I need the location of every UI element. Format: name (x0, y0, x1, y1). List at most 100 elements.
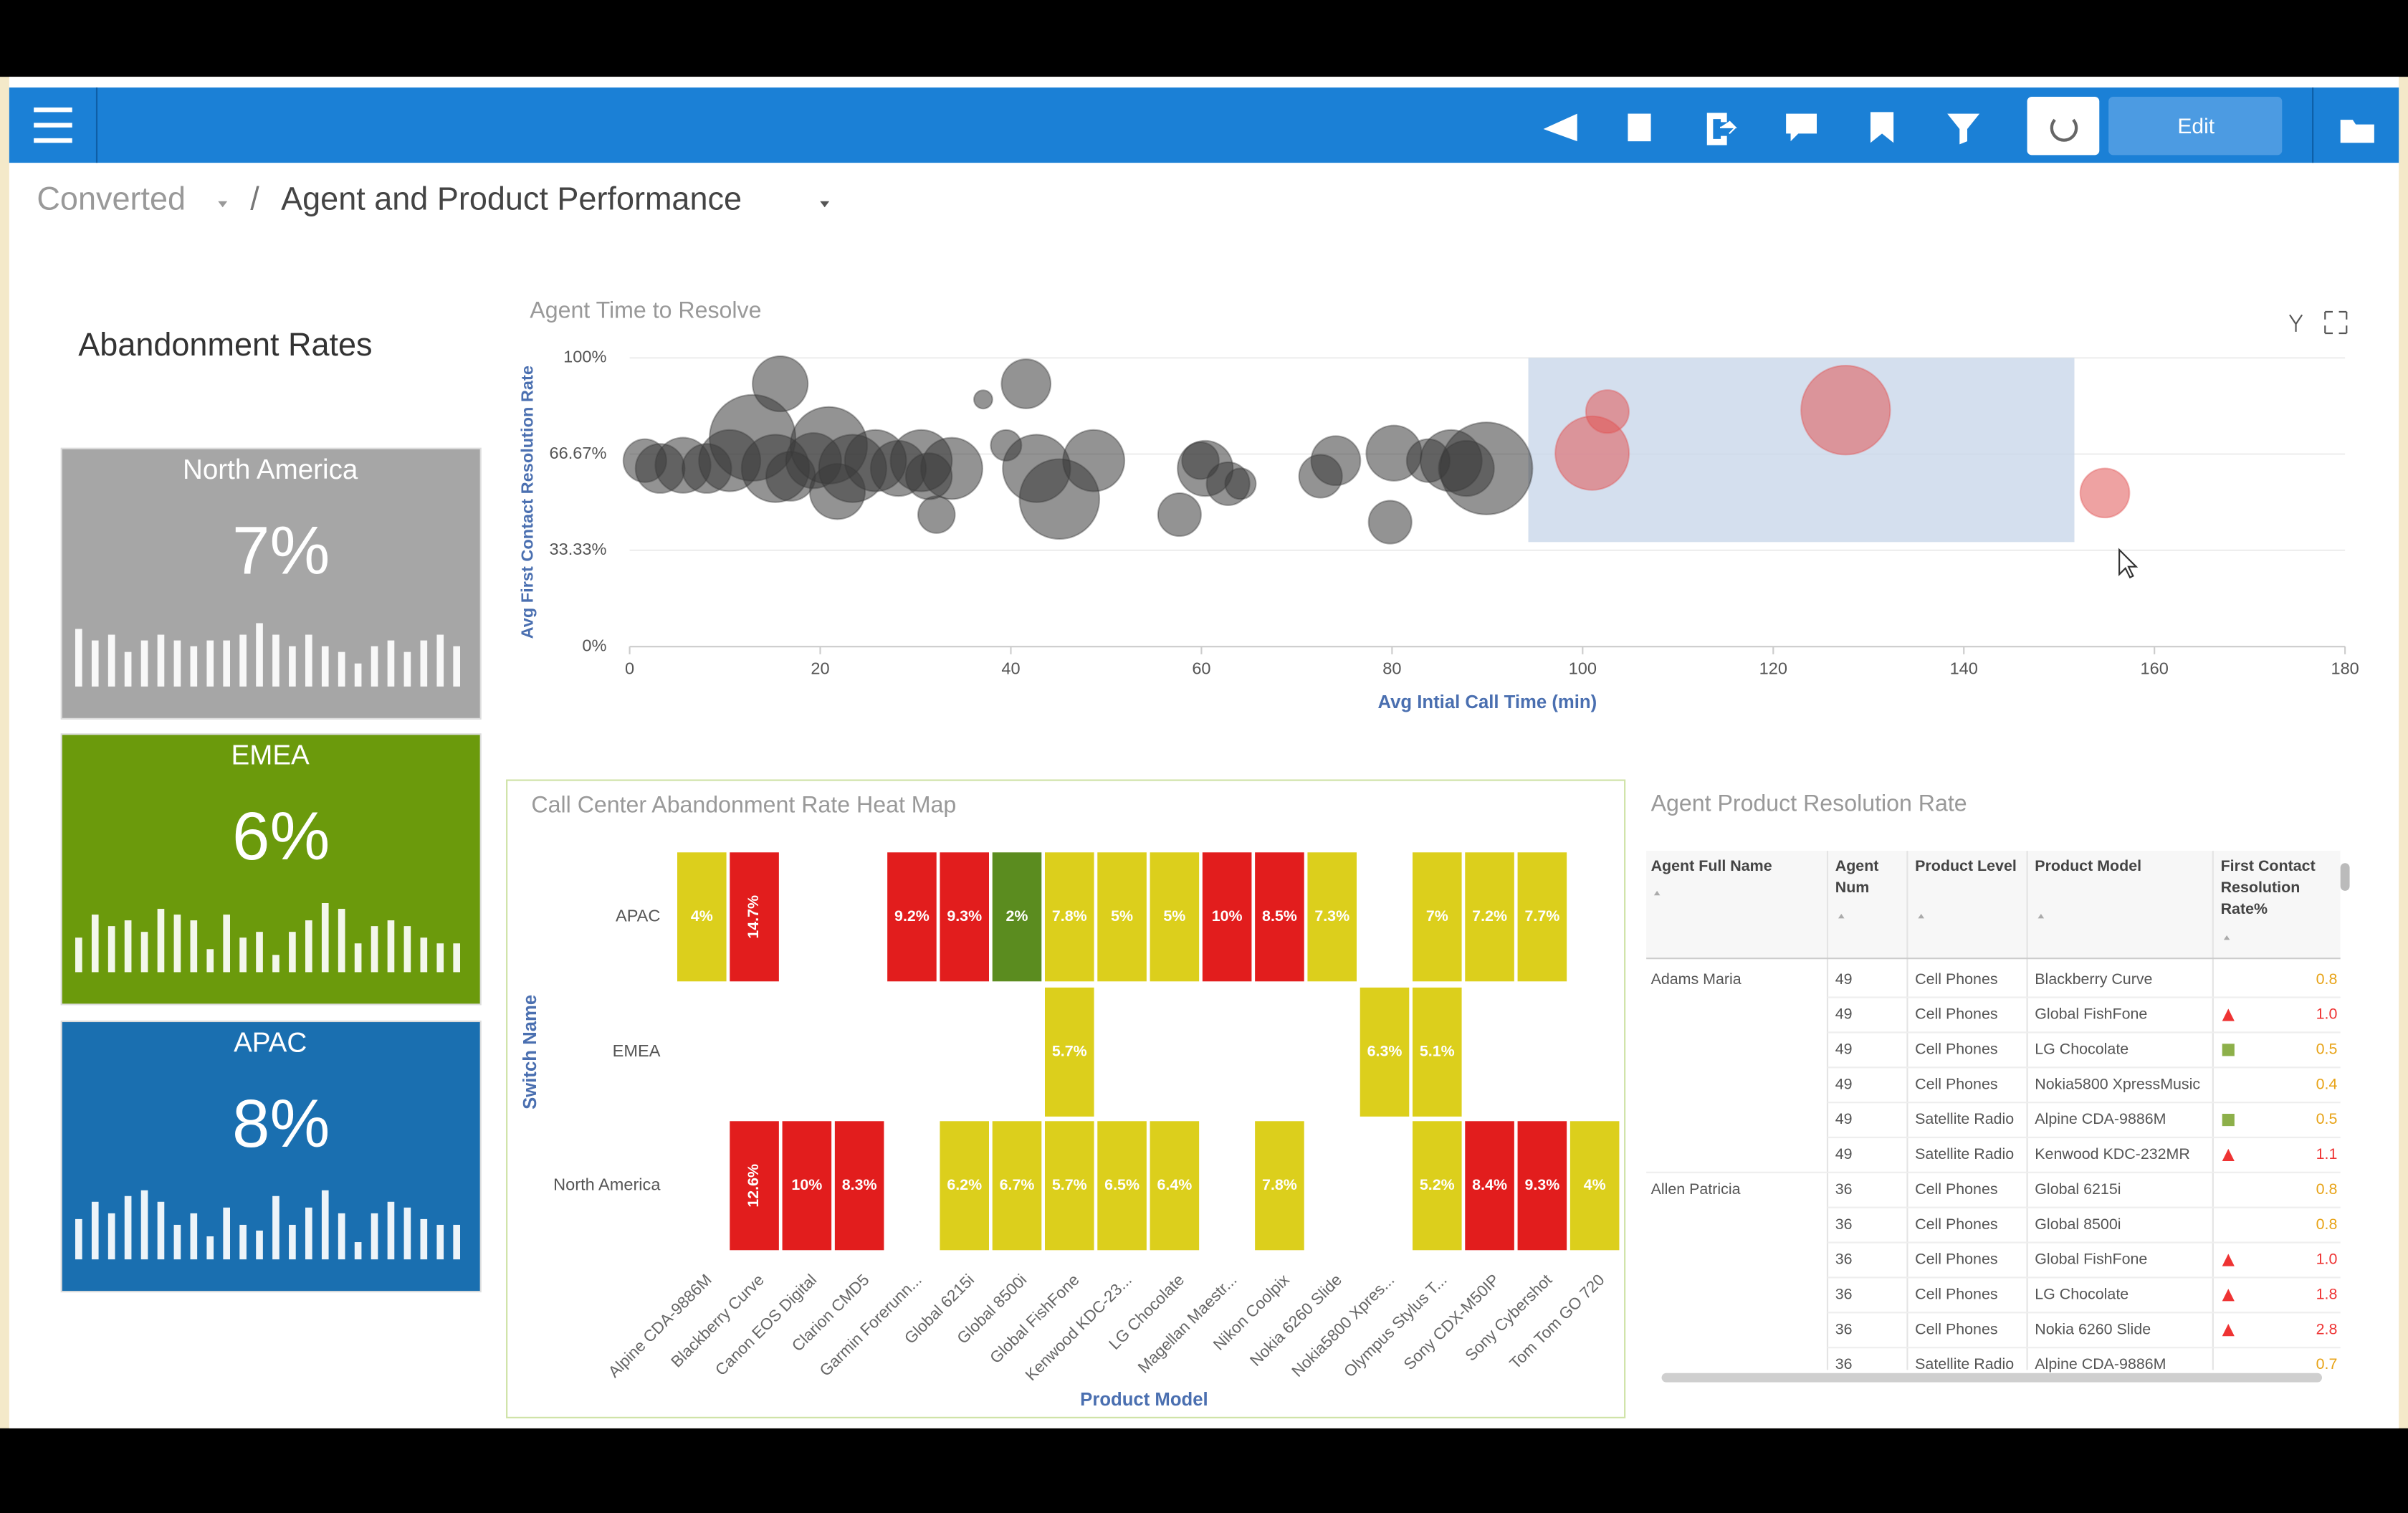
kpi-name: EMEA (231, 740, 310, 771)
cell: Cell Phones (1915, 1041, 1997, 1058)
h-scrollbar (1661, 1373, 2322, 1383)
spark-bar (108, 926, 115, 973)
menu-icon[interactable] (34, 108, 72, 143)
bubble (1310, 435, 1362, 487)
column-header-text[interactable]: Agent Full Name (1650, 858, 1772, 876)
bubble (904, 452, 953, 500)
x-tick-label: 180 (2331, 659, 2359, 678)
y-tick-label: 0% (582, 636, 606, 654)
heat-cell (1360, 987, 1410, 1117)
spark-bar (256, 932, 263, 973)
row-label: EMEA (613, 1041, 661, 1060)
cell: 0.4 (2316, 1075, 2338, 1092)
column-header-text[interactable]: Agent Num (1835, 858, 1879, 897)
spark-bar (453, 943, 460, 973)
heat-cell (1517, 852, 1567, 982)
v-scrollbar (2340, 863, 2350, 891)
spark-bar (75, 1218, 82, 1260)
cell: 2.8 (2316, 1320, 2338, 1337)
heat-cell (1570, 1121, 1620, 1251)
chart-title: Agent Time to Resolve (530, 297, 761, 323)
announce-icon[interactable] (1543, 113, 1577, 142)
cell-label: 8.3% (842, 1176, 877, 1193)
spark-bar (354, 1242, 362, 1260)
spark-bar (305, 634, 312, 687)
cell-label: 5.2% (1420, 1176, 1455, 1193)
spark-bar (190, 1213, 198, 1260)
expand-icon[interactable] (2324, 310, 2348, 335)
cell: LG Chocolate (2035, 1041, 2128, 1058)
y-axis-label: Avg First Contact Resolution Rate (517, 366, 536, 639)
spark-bar (157, 909, 165, 973)
cell: Allen Patricia (1651, 1180, 1741, 1198)
edit-label[interactable]: Edit (2177, 115, 2214, 138)
spark-bar (338, 909, 345, 973)
cell-label: 5.1% (1420, 1043, 1455, 1060)
cell: 49 (1835, 1075, 1853, 1092)
column-header: Product Level (1915, 858, 2017, 876)
heatmap-panel (506, 779, 1626, 1418)
heat-cell (1412, 987, 1462, 1117)
heat-cell (1307, 852, 1357, 982)
filter-icon[interactable] (1947, 113, 1980, 145)
spark-bar (371, 926, 378, 973)
bubble (1062, 429, 1126, 492)
cell: 1.0 (2316, 1251, 2338, 1268)
cell-label: 7.2% (1472, 907, 1507, 925)
cell: Cell Phones (1915, 1286, 1997, 1303)
heat-cell (1255, 1121, 1304, 1251)
heat-cell (730, 1121, 779, 1251)
y-axis-label: Switch Name (520, 995, 540, 1109)
cell: 36 (1835, 1251, 1853, 1268)
spark-bar (190, 646, 198, 687)
drill-icon[interactable] (2289, 314, 2303, 332)
cell-label: 6.3% (1367, 1043, 1403, 1060)
cell-label: 7.7% (1524, 907, 1559, 925)
refresh-icon (2050, 118, 2078, 142)
x-tick-label: 40 (1001, 659, 1020, 678)
heat-cell (1045, 852, 1094, 982)
spark-bar (173, 915, 181, 973)
kpi-title: Abandonment Rates (78, 326, 372, 363)
column-header: Agent Full Name (1650, 858, 1772, 876)
column-header-text[interactable]: First Contact Resolution Rate% (2220, 858, 2316, 919)
spark-bar (387, 1201, 395, 1260)
x-axis-label: Avg Intial Call Time (min) (1378, 692, 1597, 712)
comment-icon[interactable] (1786, 113, 1817, 142)
bubble (973, 389, 993, 410)
cell: 36 (1835, 1180, 1853, 1198)
indicator-up (2222, 1008, 2235, 1021)
breadcrumb-item[interactable]: Converted (37, 181, 186, 217)
cell: Adams Maria (1651, 970, 1742, 988)
spark-bar (157, 634, 165, 687)
spark-bar (190, 920, 198, 973)
spark-bar (338, 652, 345, 687)
spark-bar (403, 652, 411, 687)
refresh-button[interactable] (2027, 97, 2100, 156)
spark-bar (387, 920, 395, 973)
cell: Cell Phones (1915, 1251, 1997, 1268)
spark-bar (223, 640, 230, 687)
spark-bar (124, 652, 132, 687)
cell: Global FishFone (2035, 1251, 2147, 1268)
cell-label: 4% (1584, 1176, 1606, 1193)
export-icon[interactable] (1706, 113, 1738, 145)
caret (218, 201, 228, 208)
cell: Cell Phones (1915, 1006, 1997, 1023)
heat-cell (1097, 1121, 1147, 1251)
bubble (752, 355, 809, 413)
spark-bar (321, 903, 329, 973)
bookmark-icon[interactable] (1870, 112, 1894, 143)
column-header-text[interactable]: Product Level (1915, 858, 2017, 876)
heat-cell (1412, 852, 1462, 982)
folder-icon[interactable] (2340, 120, 2374, 143)
spark-bar (223, 1207, 230, 1260)
copy-icon[interactable] (1628, 113, 1651, 142)
breadcrumb-item[interactable]: Agent and Product Performance (281, 181, 742, 217)
column-header-text[interactable]: Product Model (2035, 858, 2142, 876)
cell: 36 (1835, 1320, 1853, 1337)
spark-bar (371, 646, 378, 687)
edit-button[interactable] (2108, 97, 2283, 156)
